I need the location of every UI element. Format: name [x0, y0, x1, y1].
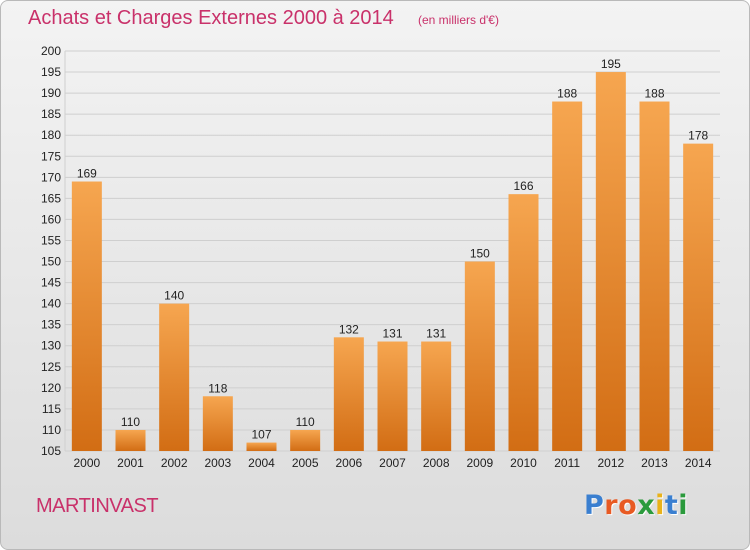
logo-letter: x [637, 490, 656, 521]
y-tick-label: 150 [41, 255, 61, 269]
bar-2013 [639, 101, 670, 452]
x-tick-label: 2013 [641, 456, 668, 470]
y-tick-label: 190 [41, 86, 61, 100]
y-tick-label: 170 [41, 170, 61, 184]
bar-2011 [552, 101, 583, 452]
x-tick-label: 2005 [292, 456, 319, 470]
y-tick-label: 165 [41, 191, 61, 205]
y-tick-label: 135 [41, 318, 61, 332]
bar-2005 [290, 429, 321, 451]
x-tick-label: 2000 [73, 456, 100, 470]
data-label-2014: 178 [688, 129, 708, 143]
data-label-2011: 188 [557, 87, 577, 101]
x-tick-label: 2014 [685, 456, 712, 470]
data-label-2006: 132 [339, 322, 359, 336]
data-label-2005: 110 [296, 415, 315, 429]
data-label-2010: 166 [513, 179, 533, 193]
chart-subtitle: (en milliers d'€) [418, 13, 499, 27]
bar-2006 [333, 337, 364, 451]
y-tick-label: 120 [41, 381, 61, 395]
y-tick-label: 105 [41, 444, 61, 458]
y-tick-label: 175 [41, 149, 61, 163]
data-label-2000: 169 [77, 167, 97, 181]
x-tick-label: 2003 [204, 456, 231, 470]
bar-2001 [115, 429, 146, 451]
data-label-2003: 118 [208, 381, 227, 395]
bar-2002 [159, 303, 190, 451]
data-label-2013: 188 [644, 87, 664, 101]
x-tick-label: 2004 [248, 456, 275, 470]
logo-letter: o [618, 490, 638, 521]
proxiti-logo[interactable]: Proxiti [584, 490, 688, 521]
logo-letter: P [584, 490, 605, 521]
bar-2003 [202, 396, 233, 451]
y-axis-ticks: 105 110 115 120 125 130 135 140 145 150 155 160 165 1… [41, 44, 61, 458]
data-label-2004: 107 [251, 428, 271, 442]
y-tick-label: 185 [41, 107, 61, 121]
y-tick-label: 155 [41, 233, 61, 247]
logo-letter: i [655, 490, 665, 521]
x-tick-label: 2010 [510, 456, 537, 470]
bar-2007 [377, 341, 408, 451]
chart-title: Achats et Charges Externes 2000 à 2014 [28, 7, 394, 29]
y-tick-label: 110 [42, 423, 61, 437]
x-tick-label: 2012 [597, 456, 624, 470]
data-label-2008: 131 [426, 327, 446, 341]
bars: 169 110 140 118 107 110 132 131 131 150 166 188 195 1… [71, 57, 714, 452]
bar-2000 [71, 181, 102, 452]
data-label-2007: 131 [382, 327, 402, 341]
x-tick-label: 2007 [379, 456, 406, 470]
commune-name: MARTINVAST [36, 495, 159, 517]
bar-2004 [246, 442, 277, 451]
y-tick-label: 160 [41, 212, 61, 226]
logo-letter: t [664, 490, 679, 521]
y-tick-label: 195 [41, 65, 61, 79]
x-tick-label: 2002 [161, 456, 188, 470]
bar-2010 [508, 194, 539, 451]
x-tick-label: 2001 [117, 456, 144, 470]
data-label-2012: 195 [601, 57, 621, 71]
bar-2014 [683, 143, 714, 451]
x-tick-label: 2009 [466, 456, 493, 470]
data-label-2009: 150 [470, 247, 490, 261]
y-tick-label: 145 [41, 276, 61, 290]
logo-letter: r [604, 490, 619, 521]
y-tick-label: 200 [41, 44, 61, 58]
x-tick-label: 2006 [335, 456, 362, 470]
bar-2012 [595, 72, 626, 451]
y-tick-label: 130 [41, 339, 61, 353]
x-tick-label: 2008 [423, 456, 450, 470]
data-label-2002: 140 [164, 289, 184, 303]
bar-2009 [464, 261, 495, 451]
logo-letter: i [678, 490, 689, 521]
x-axis-ticks: 2000 2001 2002 2003 2004 2005 2006 2007 2008 2009… [73, 456, 711, 470]
data-label-2001: 110 [121, 415, 140, 429]
x-tick-label: 2011 [554, 456, 580, 470]
y-tick-label: 140 [41, 297, 61, 311]
y-tick-label: 115 [42, 402, 61, 416]
bar-2008 [421, 341, 452, 451]
y-tick-label: 125 [41, 360, 61, 374]
y-tick-label: 180 [41, 128, 61, 142]
